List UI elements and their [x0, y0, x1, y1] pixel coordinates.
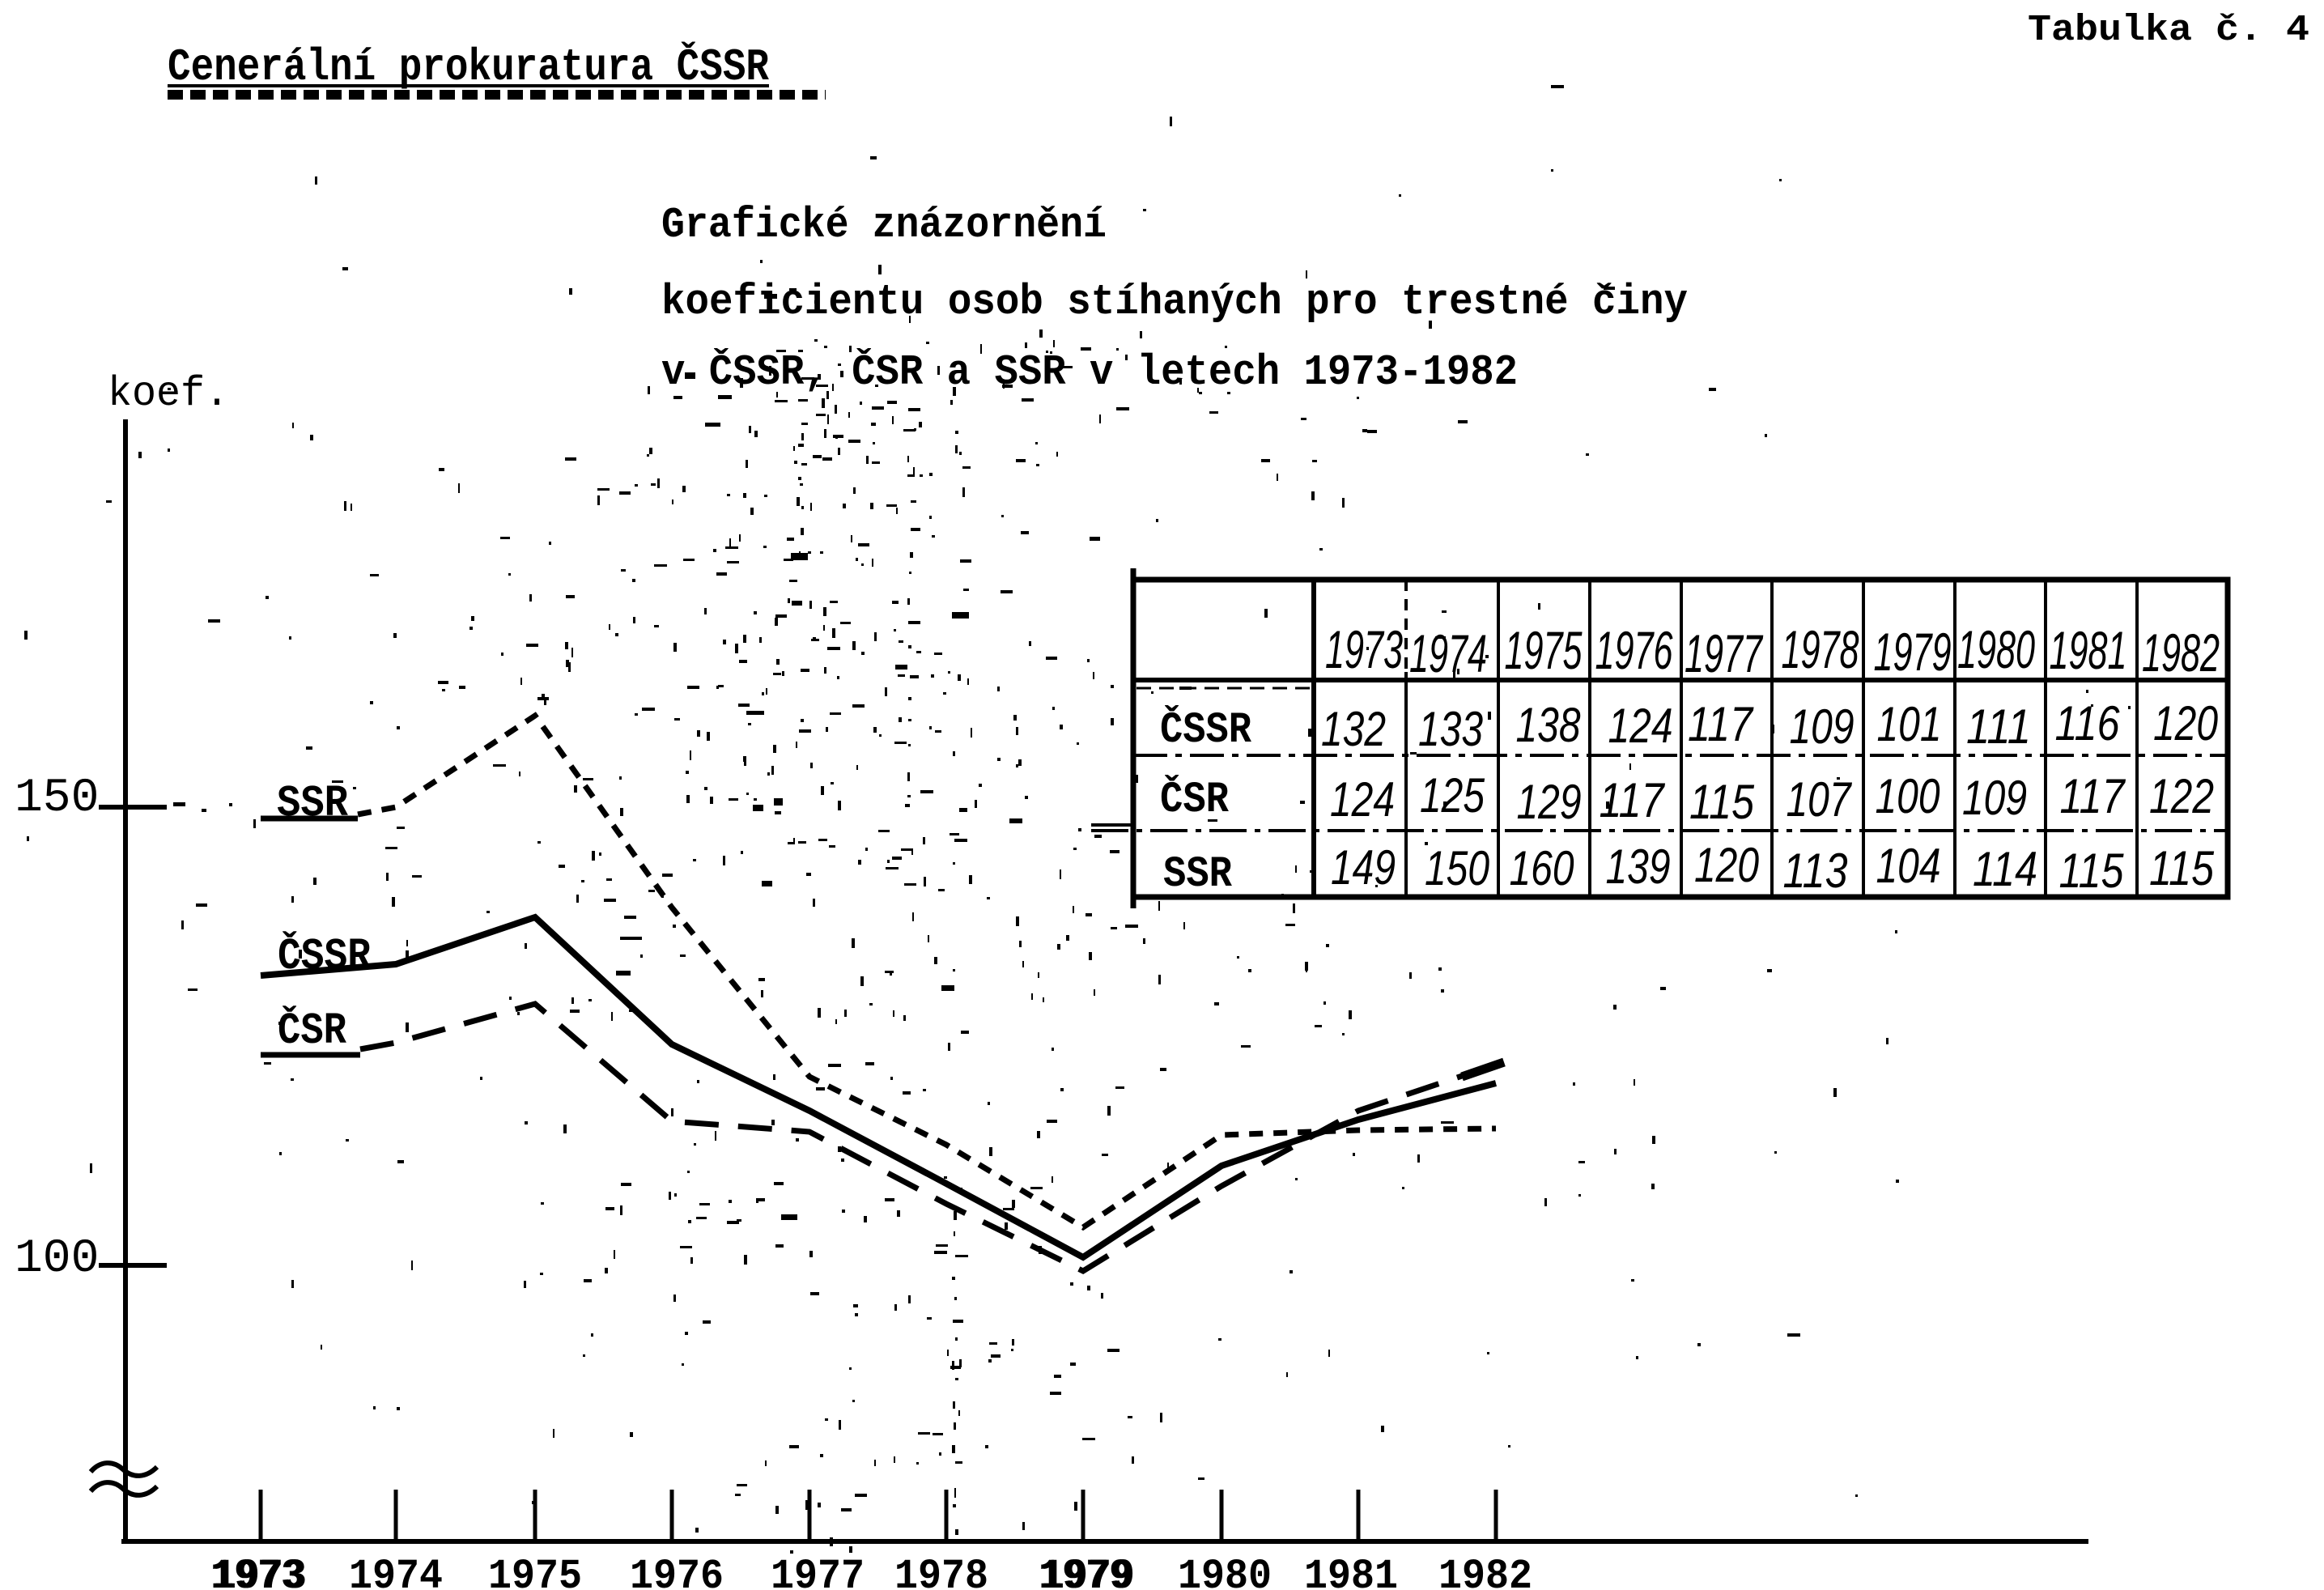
svg-text:ČSR: ČSR [278, 1005, 346, 1056]
svg-text:1980: 1980 [1178, 1553, 1272, 1590]
svg-text:115: 115 [2059, 844, 2125, 898]
svg-text:SSR: SSR [277, 778, 348, 829]
svg-text:150: 150 [1425, 841, 1489, 895]
svg-text:ČSSR: ČSSR [278, 930, 371, 982]
svg-text:115: 115 [1689, 775, 1755, 829]
svg-text:138: 138 [1516, 698, 1582, 752]
svg-text:120: 120 [1694, 838, 1759, 892]
svg-text:1979: 1979 [1874, 622, 1952, 682]
svg-text:107: 107 [1787, 772, 1853, 827]
svg-text:100: 100 [15, 1233, 99, 1286]
svg-text:koef.: koef. [108, 370, 229, 418]
svg-text:117: 117 [1688, 697, 1754, 751]
svg-text:1981: 1981 [1304, 1553, 1398, 1590]
svg-text:koeficientu osob stíhaných pro: koeficientu osob stíhaných pro trestné č… [661, 278, 1688, 326]
svg-text:124: 124 [1608, 699, 1673, 753]
svg-text:Tabulka č. 4: Tabulka č. 4 [2028, 10, 2309, 51]
svg-text:1978: 1978 [1782, 619, 1859, 679]
svg-text:101: 101 [1877, 697, 1942, 751]
svg-text:115: 115 [2149, 841, 2215, 895]
svg-text:139: 139 [1606, 840, 1671, 894]
svg-text:ČSR: ČSR [1160, 775, 1230, 825]
svg-text:114: 114 [1973, 842, 2037, 896]
svg-text:132: 132 [1321, 702, 1386, 756]
svg-text:SSR: SSR [1163, 850, 1233, 899]
svg-text:1975: 1975 [488, 1553, 582, 1590]
svg-text:117: 117 [1600, 773, 1666, 827]
svg-text:1976: 1976 [630, 1553, 724, 1590]
svg-text:133: 133 [1418, 702, 1483, 756]
svg-text:1982: 1982 [1438, 1553, 1532, 1590]
svg-text:129: 129 [1517, 775, 1582, 829]
svg-text:1973: 1973 [210, 1553, 304, 1590]
svg-text:1973: 1973 [213, 1553, 307, 1590]
svg-text:1977: 1977 [1685, 623, 1763, 683]
svg-text:120: 120 [2153, 696, 2218, 750]
svg-text:117: 117 [2060, 769, 2126, 823]
svg-text:149: 149 [1331, 840, 1396, 895]
svg-text:1974: 1974 [349, 1553, 443, 1590]
svg-text:1976: 1976 [1595, 620, 1673, 680]
svg-text:124: 124 [1330, 772, 1395, 827]
svg-text:v ČSSR, ČSR a SSR v letech 197: v ČSSR, ČSR a SSR v letech 1973-1982 [661, 347, 1518, 397]
svg-text:1973: 1973 [1325, 619, 1403, 679]
svg-text:ČSSR: ČSSR [1160, 705, 1252, 755]
svg-text:100: 100 [1876, 769, 1940, 823]
svg-text:109: 109 [1962, 771, 2027, 825]
svg-text:1978: 1978 [894, 1553, 988, 1590]
svg-text:113: 113 [1783, 844, 1848, 898]
svg-text:1974: 1974 [1409, 623, 1487, 683]
svg-text:1979: 1979 [1041, 1553, 1135, 1590]
svg-text:116: 116 [2055, 696, 2121, 750]
svg-text:1979: 1979 [1039, 1553, 1132, 1590]
svg-text:1981: 1981 [2050, 620, 2127, 680]
svg-text:1980: 1980 [1957, 619, 2035, 679]
svg-text:122: 122 [2149, 769, 2214, 823]
svg-text:1982: 1982 [2142, 623, 2220, 682]
svg-text:160: 160 [1510, 841, 1574, 895]
svg-text:125: 125 [1420, 768, 1485, 823]
svg-text:1975: 1975 [1505, 620, 1583, 680]
svg-text:111: 111 [1966, 699, 2031, 754]
svg-text:104: 104 [1876, 839, 1941, 893]
svg-text:Grafické znázornění: Grafické znázornění [661, 201, 1107, 249]
svg-text:109: 109 [1790, 699, 1855, 754]
svg-text:150: 150 [15, 772, 99, 825]
svg-text:1977: 1977 [771, 1553, 865, 1590]
